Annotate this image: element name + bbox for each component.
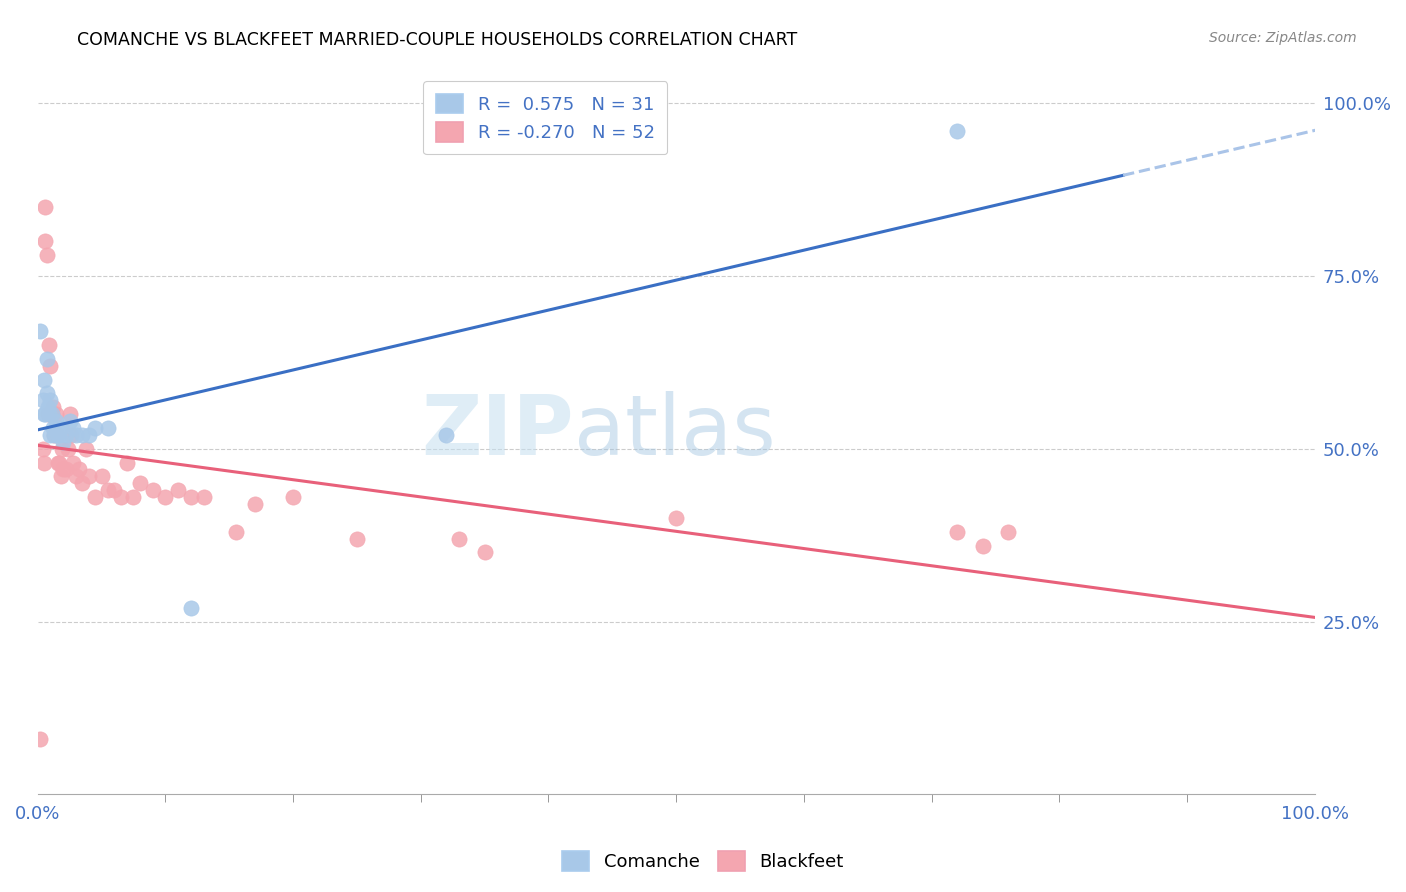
Point xyxy=(42,421,65,435)
Point xyxy=(34,235,56,249)
Text: COMANCHE VS BLACKFEET MARRIED-COUPLE HOUSEHOLDS CORRELATION CHART: COMANCHE VS BLACKFEET MARRIED-COUPLE HOU… xyxy=(77,31,797,49)
Point xyxy=(41,407,63,421)
Point xyxy=(84,421,107,435)
Point xyxy=(46,456,69,470)
Point xyxy=(32,373,55,387)
Point xyxy=(77,469,100,483)
Point xyxy=(52,434,75,449)
Point xyxy=(55,462,77,476)
Point xyxy=(38,338,60,352)
Point xyxy=(41,407,63,421)
Point xyxy=(37,407,59,421)
Point xyxy=(946,124,969,138)
Point xyxy=(45,421,67,435)
Legend: R =  0.575   N = 31, R = -0.270   N = 52: R = 0.575 N = 31, R = -0.270 N = 52 xyxy=(423,81,668,154)
Point xyxy=(97,483,120,498)
Point xyxy=(58,442,80,456)
Point xyxy=(42,401,65,415)
Point xyxy=(128,476,150,491)
Point xyxy=(155,490,177,504)
Point xyxy=(281,490,304,504)
Point xyxy=(180,490,202,504)
Point xyxy=(75,442,97,456)
Point xyxy=(103,483,125,498)
Point xyxy=(37,401,59,415)
Point xyxy=(997,524,1019,539)
Point xyxy=(62,421,84,435)
Point xyxy=(34,407,56,421)
Point xyxy=(62,456,84,470)
Point xyxy=(90,469,112,483)
Point xyxy=(32,456,55,470)
Point xyxy=(30,732,52,747)
Point xyxy=(45,407,67,421)
Point xyxy=(34,200,56,214)
Point xyxy=(44,428,66,442)
Point xyxy=(55,428,77,442)
Text: ZIP: ZIP xyxy=(422,391,574,472)
Point xyxy=(49,421,72,435)
Point xyxy=(180,600,202,615)
Point xyxy=(31,393,53,408)
Point xyxy=(97,421,120,435)
Point xyxy=(31,442,53,456)
Point xyxy=(59,414,82,428)
Point xyxy=(45,428,67,442)
Point xyxy=(45,414,67,428)
Point xyxy=(84,490,107,504)
Point xyxy=(142,483,165,498)
Point xyxy=(346,532,368,546)
Point xyxy=(59,407,82,421)
Point xyxy=(65,469,87,483)
Point xyxy=(35,351,58,366)
Point xyxy=(30,324,52,338)
Point xyxy=(52,462,75,476)
Point xyxy=(972,539,994,553)
Point xyxy=(67,462,90,476)
Point xyxy=(243,497,266,511)
Point xyxy=(122,490,145,504)
Point xyxy=(449,532,471,546)
Point xyxy=(434,428,457,442)
Point xyxy=(72,428,94,442)
Point xyxy=(46,428,69,442)
Point xyxy=(32,407,55,421)
Point xyxy=(39,393,62,408)
Point xyxy=(49,469,72,483)
Text: Source: ZipAtlas.com: Source: ZipAtlas.com xyxy=(1209,31,1357,45)
Point xyxy=(38,407,60,421)
Point xyxy=(167,483,190,498)
Point xyxy=(48,456,70,470)
Point xyxy=(59,428,82,442)
Legend: Comanche, Blackfeet: Comanche, Blackfeet xyxy=(555,844,851,879)
Point xyxy=(35,386,58,401)
Point xyxy=(110,490,132,504)
Point xyxy=(474,545,496,559)
Point xyxy=(72,476,94,491)
Point xyxy=(77,428,100,442)
Point xyxy=(193,490,215,504)
Point xyxy=(39,359,62,373)
Point xyxy=(225,524,247,539)
Point xyxy=(665,511,688,525)
Point xyxy=(115,456,138,470)
Point xyxy=(51,442,73,456)
Text: atlas: atlas xyxy=(574,391,776,472)
Point xyxy=(39,428,62,442)
Point xyxy=(65,428,87,442)
Point xyxy=(946,524,969,539)
Point xyxy=(48,428,70,442)
Point xyxy=(44,428,66,442)
Point xyxy=(35,248,58,262)
